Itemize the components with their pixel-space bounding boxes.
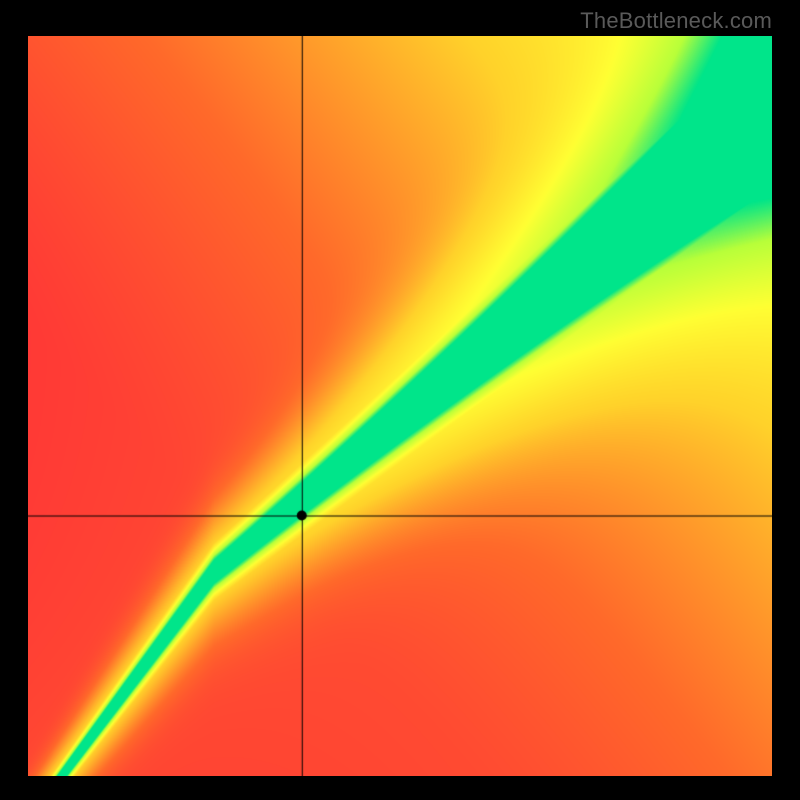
heatmap-plot bbox=[28, 36, 772, 776]
heatmap-canvas bbox=[28, 36, 772, 776]
chart-frame: TheBottleneck.com bbox=[0, 0, 800, 800]
watermark-label: TheBottleneck.com bbox=[580, 8, 772, 34]
